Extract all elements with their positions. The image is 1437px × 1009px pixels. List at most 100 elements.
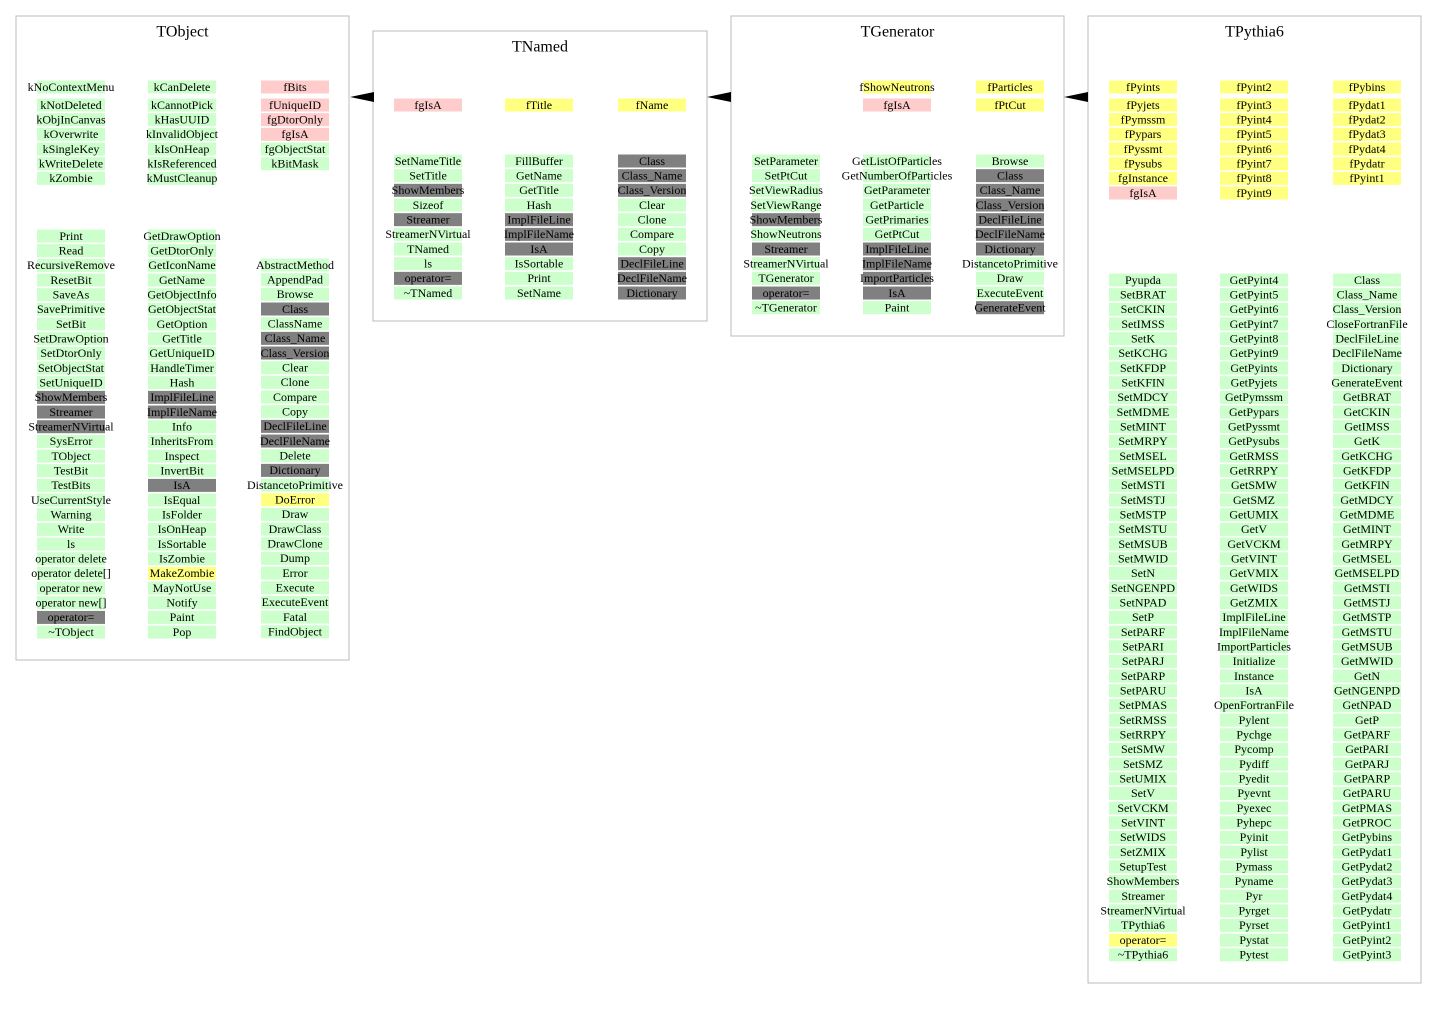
- member-cell: [1109, 596, 1177, 610]
- method: GetPydat4: [1342, 889, 1393, 903]
- data-member: kNotDeleted: [40, 98, 101, 112]
- member-cell: [618, 257, 686, 271]
- data-member: fPypars: [1125, 127, 1162, 141]
- member-cell: [37, 80, 105, 94]
- member-cell: [148, 332, 216, 346]
- member-cell: [37, 537, 105, 551]
- member-cell: [148, 244, 216, 258]
- member-cell: [1220, 728, 1288, 742]
- member-cell: [1333, 127, 1401, 141]
- member-cell: [148, 376, 216, 390]
- member-cell: [37, 302, 105, 316]
- method: SysError: [50, 434, 93, 448]
- member-cell: [505, 271, 573, 285]
- member-cell: [1109, 346, 1177, 360]
- method: StreamerNVirtual: [743, 256, 829, 270]
- method: AbstractMethod: [256, 258, 334, 272]
- member-cell: [261, 157, 329, 171]
- method: GetZMIX: [1230, 595, 1278, 609]
- data-member: fTitle: [526, 98, 552, 112]
- member-cell: [37, 361, 105, 375]
- member-cell: [148, 142, 216, 156]
- method: Dictionary: [269, 463, 320, 477]
- member-cell: [148, 464, 216, 478]
- member-cell: [863, 183, 931, 197]
- member-cell: [394, 98, 462, 112]
- data-member: fBits: [283, 80, 307, 94]
- method: Pystat: [1239, 933, 1269, 947]
- method: SetCKIN: [1121, 302, 1166, 316]
- method: Pycomp: [1234, 742, 1273, 756]
- method: Hash: [170, 375, 195, 389]
- method: GetUMIX: [1229, 507, 1279, 521]
- member-cell: [148, 317, 216, 331]
- member-cell: [148, 171, 216, 185]
- data-member: kIsOnHeap: [155, 142, 210, 156]
- data-member: kSingleKey: [43, 142, 100, 156]
- member-cell: [148, 229, 216, 243]
- method: Dictionary: [626, 286, 677, 300]
- data-member: kMustCleanup: [147, 171, 218, 185]
- member-cell: [618, 169, 686, 183]
- data-member: kNoContextMenu: [28, 80, 115, 94]
- method: Pyinit: [1240, 830, 1269, 844]
- member-cell: [1220, 522, 1288, 536]
- method: InvertBit: [160, 463, 204, 477]
- method: DeclFileName: [260, 434, 330, 448]
- data-member: fPysubs: [1124, 156, 1162, 170]
- method: GetTitle: [162, 331, 202, 345]
- method: ~TGenerator: [755, 300, 817, 314]
- member-cell: [1109, 860, 1177, 874]
- member-cell: [1109, 186, 1177, 200]
- member-cell: [976, 154, 1044, 168]
- member-cell: [148, 273, 216, 287]
- member-cell: [37, 493, 105, 507]
- method: SetPMAS: [1119, 698, 1167, 712]
- member-cell: [1220, 874, 1288, 888]
- member-cell: [37, 229, 105, 243]
- member-cell: [394, 154, 462, 168]
- data-member: fPyssmt: [1124, 142, 1163, 156]
- data-member: fgIsA: [1129, 186, 1157, 200]
- member-cell: [863, 242, 931, 256]
- member-cell: [1220, 889, 1288, 903]
- member-cell: [1220, 625, 1288, 639]
- member-cell: [1109, 713, 1177, 727]
- member-cell: [505, 98, 573, 112]
- method: Paint: [170, 610, 195, 624]
- data-member: kOverwrite: [44, 127, 99, 141]
- method: GetParticle: [870, 198, 924, 212]
- method: Copy: [639, 242, 665, 256]
- member-cell: [37, 478, 105, 492]
- method: RecursiveRemove: [27, 258, 115, 272]
- method: SetMSTP: [1120, 507, 1167, 521]
- method: StreamerNVirtual: [28, 419, 114, 433]
- method: SetP: [1132, 610, 1154, 624]
- method: SetPARI: [1122, 640, 1164, 654]
- method: Info: [172, 419, 192, 433]
- arrow-head: [707, 92, 731, 102]
- class-title: TPythia6: [1225, 24, 1284, 41]
- method: SetDtorOnly: [40, 346, 101, 360]
- member-cell: [976, 242, 1044, 256]
- member-cell: [1109, 434, 1177, 448]
- member-cell: [148, 288, 216, 302]
- member-cell: [37, 508, 105, 522]
- member-cell: [1333, 684, 1401, 698]
- member-cell: [1333, 464, 1401, 478]
- method: Pyrget: [1238, 904, 1270, 918]
- method: SetKCHG: [1118, 346, 1168, 360]
- method: Class_Version: [976, 198, 1045, 212]
- method: GenerateEvent: [1331, 375, 1403, 389]
- method: SetMSUB: [1118, 537, 1167, 551]
- method: SetMDCY: [1117, 390, 1169, 404]
- method: Pyevnt: [1237, 786, 1271, 800]
- data-member: fgIsA: [281, 127, 309, 141]
- member-cell: [976, 286, 1044, 300]
- method: GetRRPY: [1230, 463, 1279, 477]
- member-cell: [37, 98, 105, 112]
- member-cell: [1220, 478, 1288, 492]
- method: DrawClone: [267, 536, 322, 550]
- member-cell: [37, 581, 105, 595]
